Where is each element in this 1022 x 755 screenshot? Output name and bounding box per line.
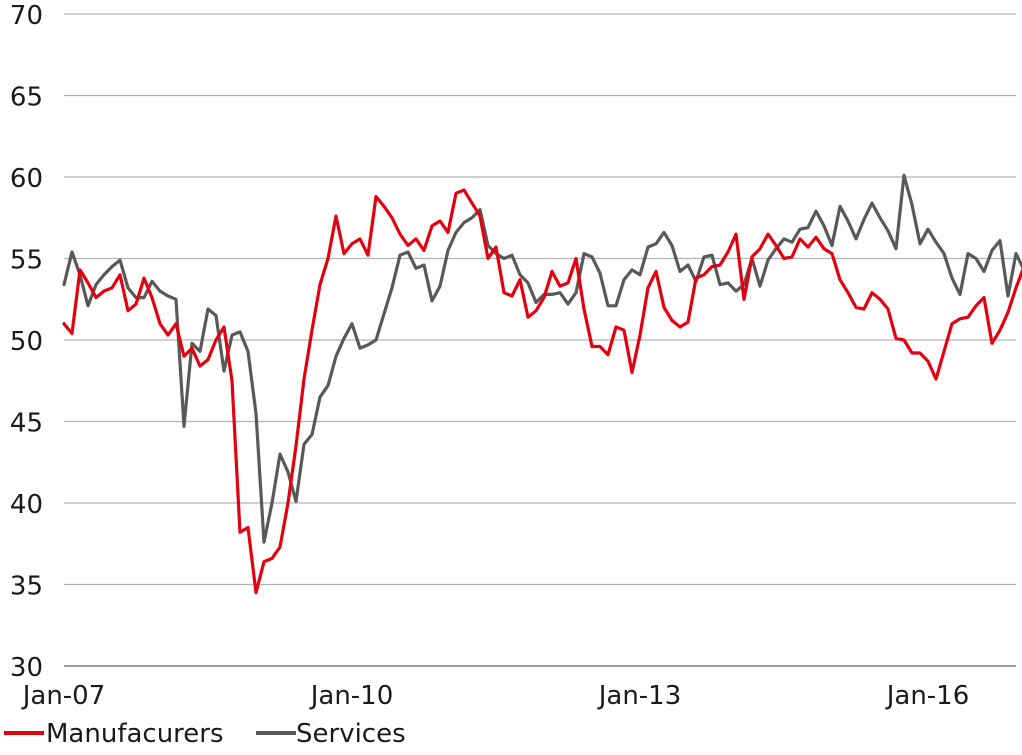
legend-label-services: Services bbox=[296, 719, 406, 749]
y-axis-ticks: 30 35 40 45 50 55 60 65 70 bbox=[10, 1, 43, 683]
x-tick-label: Jan-07 bbox=[21, 681, 106, 711]
series-line-services bbox=[62, 173, 1022, 544]
y-tick-label: 65 bbox=[10, 83, 43, 113]
legend: Manufacurers Services bbox=[4, 719, 406, 749]
legend-label-manufacturers: Manufacurers bbox=[46, 719, 224, 749]
y-tick-label: 55 bbox=[10, 246, 43, 276]
y-tick-label: 30 bbox=[10, 653, 43, 683]
y-tick-label: 60 bbox=[10, 164, 43, 194]
gridlines bbox=[64, 13, 1016, 667]
y-tick-label: 40 bbox=[10, 490, 43, 520]
x-tick-label: Jan-13 bbox=[597, 681, 682, 711]
series-lines bbox=[62, 173, 1022, 595]
series-line-manufacturers bbox=[62, 188, 1022, 595]
y-tick-label: 50 bbox=[10, 327, 43, 357]
y-tick-label: 45 bbox=[10, 409, 43, 439]
y-tick-label: 35 bbox=[10, 572, 43, 602]
x-tick-label: Jan-10 bbox=[309, 681, 394, 711]
y-tick-label: 70 bbox=[10, 1, 43, 31]
x-tick-label: Jan-16 bbox=[885, 681, 970, 711]
